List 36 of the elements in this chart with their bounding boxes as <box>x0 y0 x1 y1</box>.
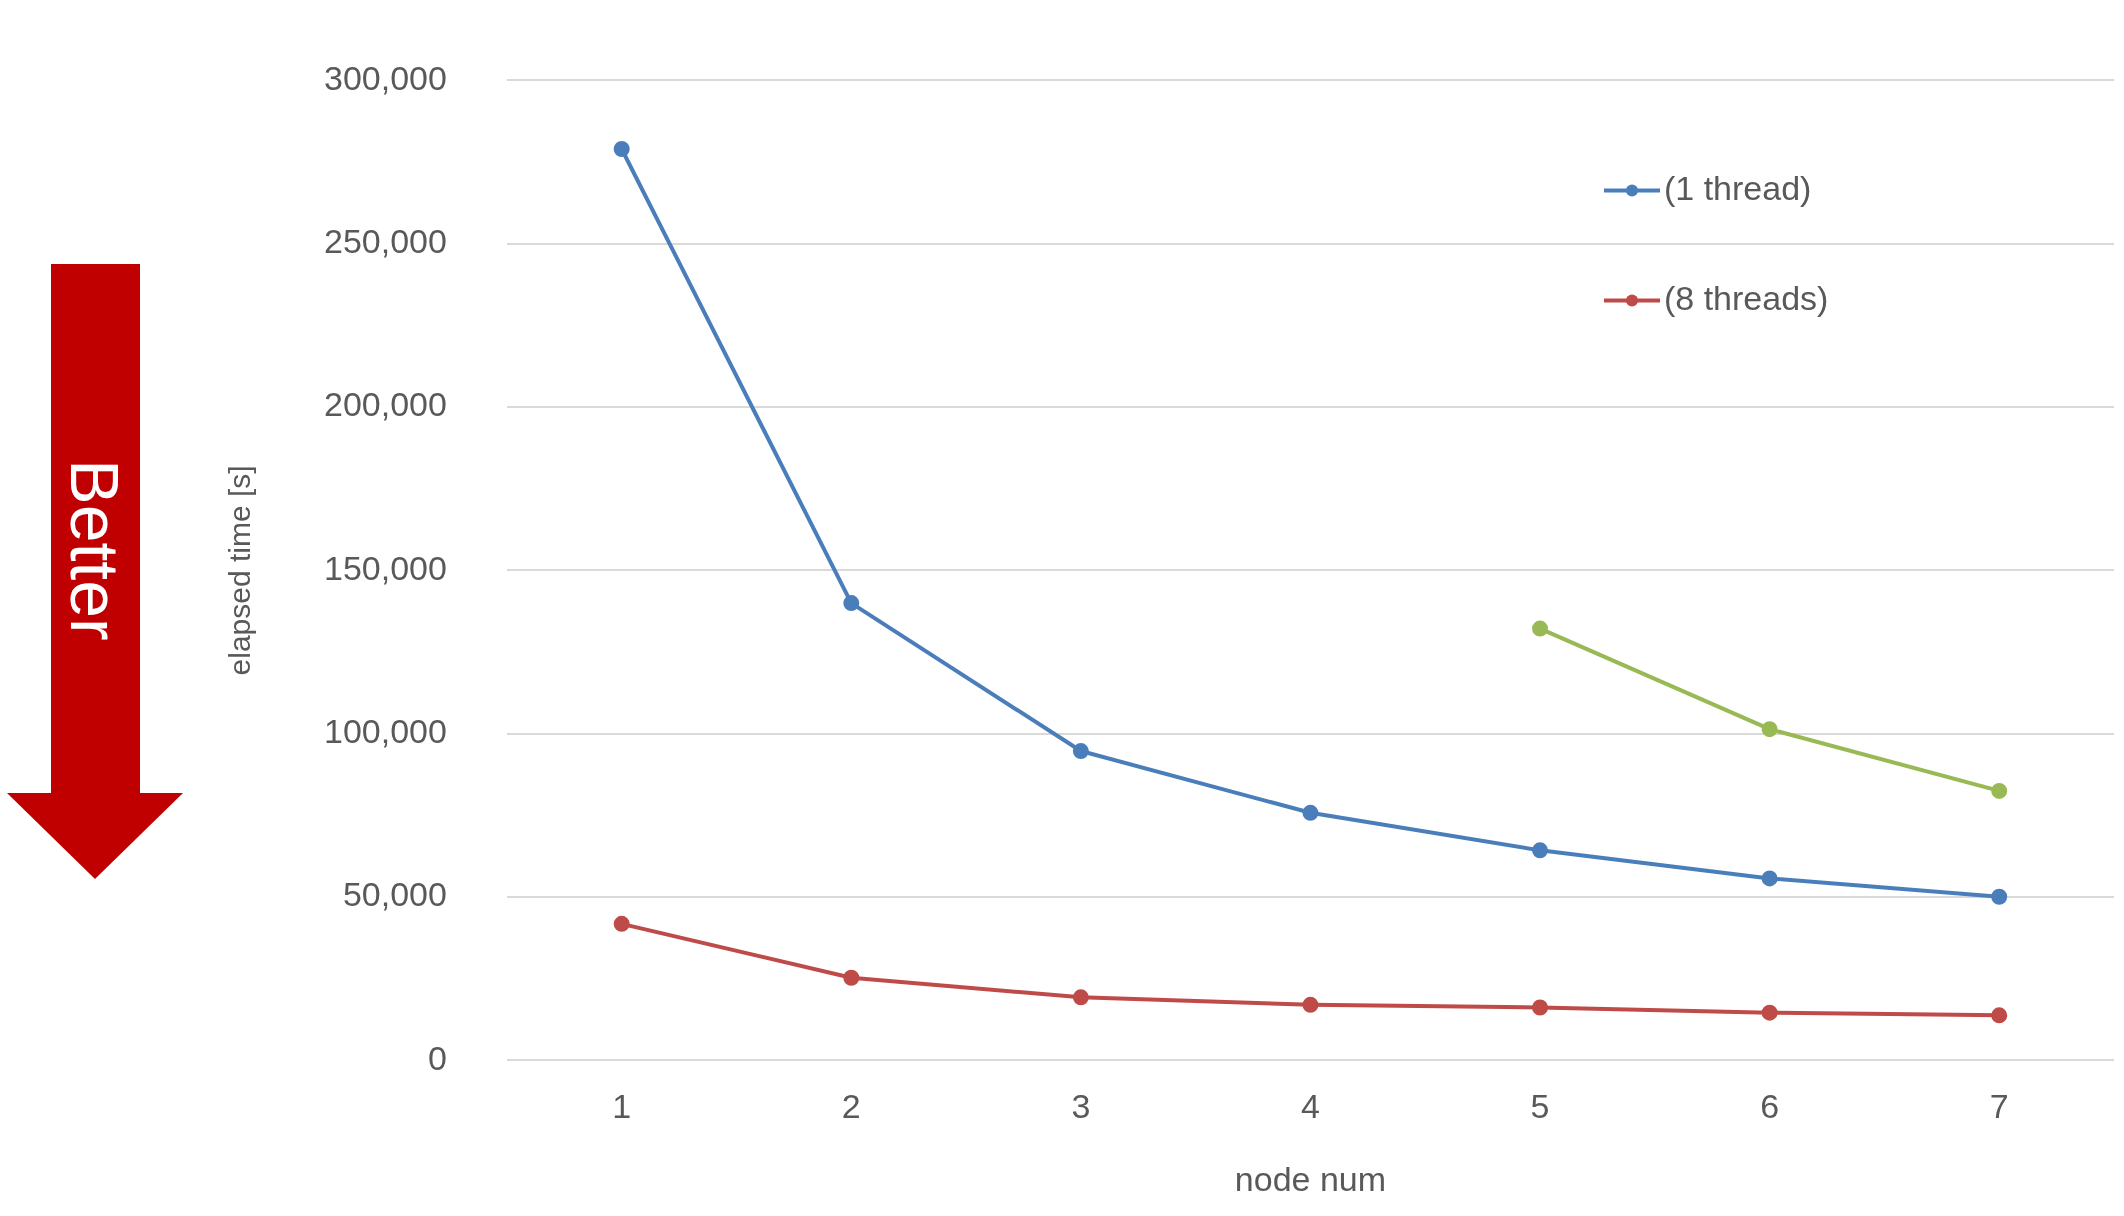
point <box>843 969 860 986</box>
x-tick-label: 2 <box>841 1087 861 1126</box>
point <box>1532 999 1549 1016</box>
x-tick-label: 6 <box>1760 1087 1780 1126</box>
point <box>1072 743 1089 760</box>
legend-label: (1 thread) <box>1664 168 1812 207</box>
point <box>613 915 630 932</box>
point <box>1991 1007 2008 1024</box>
x-tick-label: 1 <box>612 1087 632 1126</box>
y-tick-label: 300,000 <box>324 58 447 97</box>
point <box>1761 721 1778 738</box>
y-tick-label: 100,000 <box>324 712 447 751</box>
point <box>613 141 630 157</box>
point <box>1302 804 1319 821</box>
point <box>1532 620 1549 637</box>
point <box>1532 842 1549 859</box>
text: Better <box>56 459 134 641</box>
y-tick-label: 50,000 <box>342 875 447 914</box>
point <box>1991 782 2008 799</box>
y-tick-label: 200,000 <box>324 385 447 424</box>
x-axis-title: node num <box>1234 1159 1387 1198</box>
x-tick-label: 3 <box>1071 1087 1091 1126</box>
y-tick-label: 150,000 <box>324 548 447 587</box>
point <box>1761 1004 1778 1021</box>
point <box>1761 870 1778 887</box>
point <box>1072 989 1089 1006</box>
point <box>1991 888 2008 905</box>
legend-label: (8 threads) <box>1664 278 1829 317</box>
point <box>1302 996 1319 1013</box>
y-tick-label: 0 <box>427 1038 447 1077</box>
y-axis-title: elapsed time [s] <box>223 465 257 676</box>
x-tick-label: 4 <box>1300 1087 1320 1126</box>
x-tick-label: 5 <box>1530 1087 1550 1126</box>
point <box>843 595 860 612</box>
y-tick-label: 250,000 <box>324 222 447 261</box>
x-tick-label: 7 <box>1989 1087 2009 1126</box>
